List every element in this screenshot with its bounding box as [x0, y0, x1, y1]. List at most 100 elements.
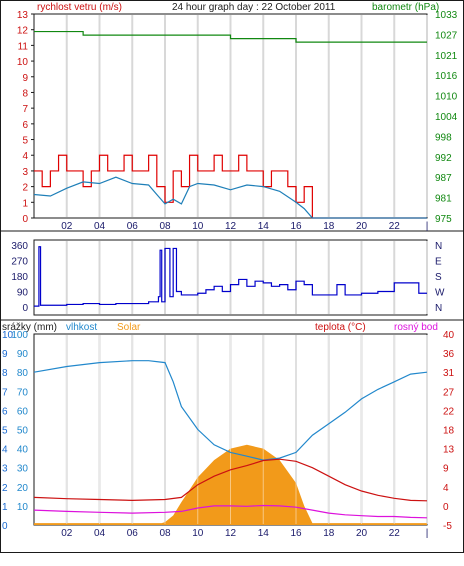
x-tick-label: 14: [258, 528, 270, 539]
x-tick-label: 04: [94, 221, 106, 232]
x-tick-label: 18: [323, 221, 335, 232]
series-wind_avg: [33, 176, 427, 219]
temp-tick-label: 9: [443, 464, 449, 475]
x-tick-label: 04: [94, 528, 106, 539]
graph-title: 24 hour graph day : 22 October 2011: [172, 2, 336, 13]
humidity-tick-label: 100: [11, 330, 28, 341]
humidity-tick-label: 20: [17, 483, 29, 494]
pressure-tick-label: 1027: [435, 30, 458, 41]
rain-tick-label: 2: [2, 483, 8, 494]
direction-tick-label: 90: [17, 288, 29, 299]
wind-axis-label: rychlost vetru (m/s): [37, 2, 122, 13]
wind-tick-label: 3: [22, 167, 28, 178]
rain-tick-label: 9: [2, 349, 8, 360]
wind-tick-label: 2: [22, 183, 28, 194]
humidity-tick-label: 10: [17, 502, 29, 513]
temp-tick-label: 40: [443, 330, 455, 341]
humidity-tick-label: 80: [17, 368, 29, 379]
x-tick-label: 22: [389, 221, 401, 232]
direction-tick-label: 180: [11, 272, 28, 283]
x-tick-label: 02: [61, 221, 73, 232]
direction-tick-label: 0: [22, 303, 28, 314]
temp-tick-label: 13: [443, 445, 455, 456]
wind-tick-label: 0: [22, 214, 28, 225]
rain-tick-label: 0: [2, 521, 8, 532]
series-vlhkost: [33, 360, 428, 461]
temp-tick-label: 0: [443, 502, 449, 513]
x-tick-label: 12: [225, 528, 237, 539]
humidity-tick-label: 40: [17, 445, 29, 456]
humidity-axis-label: vlhkost: [66, 322, 97, 333]
pressure-tick-label: 1004: [435, 112, 458, 123]
wind-tick-label: 5: [22, 136, 28, 147]
wind-tick-label: 6: [22, 120, 28, 131]
pressure-tick-label: 981: [435, 194, 452, 205]
series-wind_gust: [34, 154, 427, 219]
pressure-tick-label: 1016: [435, 71, 458, 82]
x-tick-label: 02: [61, 528, 73, 539]
wind-tick-label: 4: [22, 151, 28, 162]
rain-axis-label: srážky (mm): [2, 322, 57, 333]
pressure-tick-label: 975: [435, 214, 452, 225]
rain-tick-label: 5: [2, 426, 8, 437]
wind-tick-label: 13: [17, 10, 29, 21]
x-tick-label: 18: [323, 528, 335, 539]
series-teplota: [33, 458, 428, 502]
temperature-axis-label: teplota (°C): [315, 322, 366, 333]
compass-label: E: [435, 257, 442, 268]
temp-tick-label: 18: [443, 426, 455, 437]
x-tick-label: 12: [225, 221, 237, 232]
wind-tick-label: 10: [17, 57, 29, 68]
x-tick-label: 06: [127, 221, 139, 232]
x-tick-label: 14: [258, 221, 270, 232]
temp-tick-label: 36: [443, 349, 455, 360]
solar-axis-label: Solar: [117, 322, 141, 333]
pressure-tick-label: 998: [435, 132, 452, 143]
wind-tick-label: 12: [17, 26, 29, 37]
pressure-tick-label: 1033: [435, 10, 458, 21]
x-tick-label: 08: [159, 221, 171, 232]
temp-tick-label: 31: [443, 368, 455, 379]
x-tick-label: 20: [356, 528, 368, 539]
rain-tick-label: 8: [2, 368, 8, 379]
rain-tick-label: 4: [2, 445, 8, 456]
rain-tick-label: 3: [2, 464, 8, 475]
rain-tick-label: 10: [2, 330, 14, 341]
temp-tick-label: -5: [443, 521, 452, 532]
pressure-tick-label: 1021: [435, 51, 458, 62]
pressure-tick-label: 987: [435, 173, 452, 184]
x-tick-end: |: [426, 528, 429, 539]
compass-label: S: [435, 272, 442, 283]
wind-tick-label: 11: [18, 41, 29, 52]
x-tick-label: 10: [192, 528, 204, 539]
temp-tick-label: 22: [443, 406, 455, 417]
series-direction: [34, 246, 427, 307]
rain-tick-label: 7: [2, 387, 8, 398]
rain-tick-label: 6: [2, 406, 8, 417]
wind-tick-label: 8: [22, 88, 28, 99]
temp-tick-label: 27: [443, 387, 455, 398]
x-tick-label: 10: [192, 221, 204, 232]
x-tick-label: 16: [290, 221, 302, 232]
compass-label: N: [435, 303, 442, 314]
compass-label: W: [435, 288, 445, 299]
humidity-tick-label: 30: [17, 464, 29, 475]
humidity-tick-label: 60: [17, 406, 29, 417]
x-tick-label: 20: [356, 221, 368, 232]
humidity-tick-label: 70: [17, 387, 29, 398]
x-tick-label: 16: [290, 528, 302, 539]
pressure-axis-label: barometr (hPa): [372, 2, 439, 13]
rain-tick-label: 1: [2, 502, 8, 513]
pressure-tick-label: 992: [435, 153, 452, 164]
x-tick-label: 06: [127, 528, 139, 539]
humidity-tick-label: 90: [17, 349, 29, 360]
direction-tick-label: 360: [11, 241, 28, 252]
series-solar: [34, 444, 427, 525]
dew-axis-label: rosný bod: [394, 322, 438, 333]
humidity-tick-label: 50: [17, 426, 29, 437]
wind-tick-label: 1: [22, 198, 28, 209]
series-pressure: [34, 30, 427, 43]
direction-tick-label: 270: [11, 257, 28, 268]
